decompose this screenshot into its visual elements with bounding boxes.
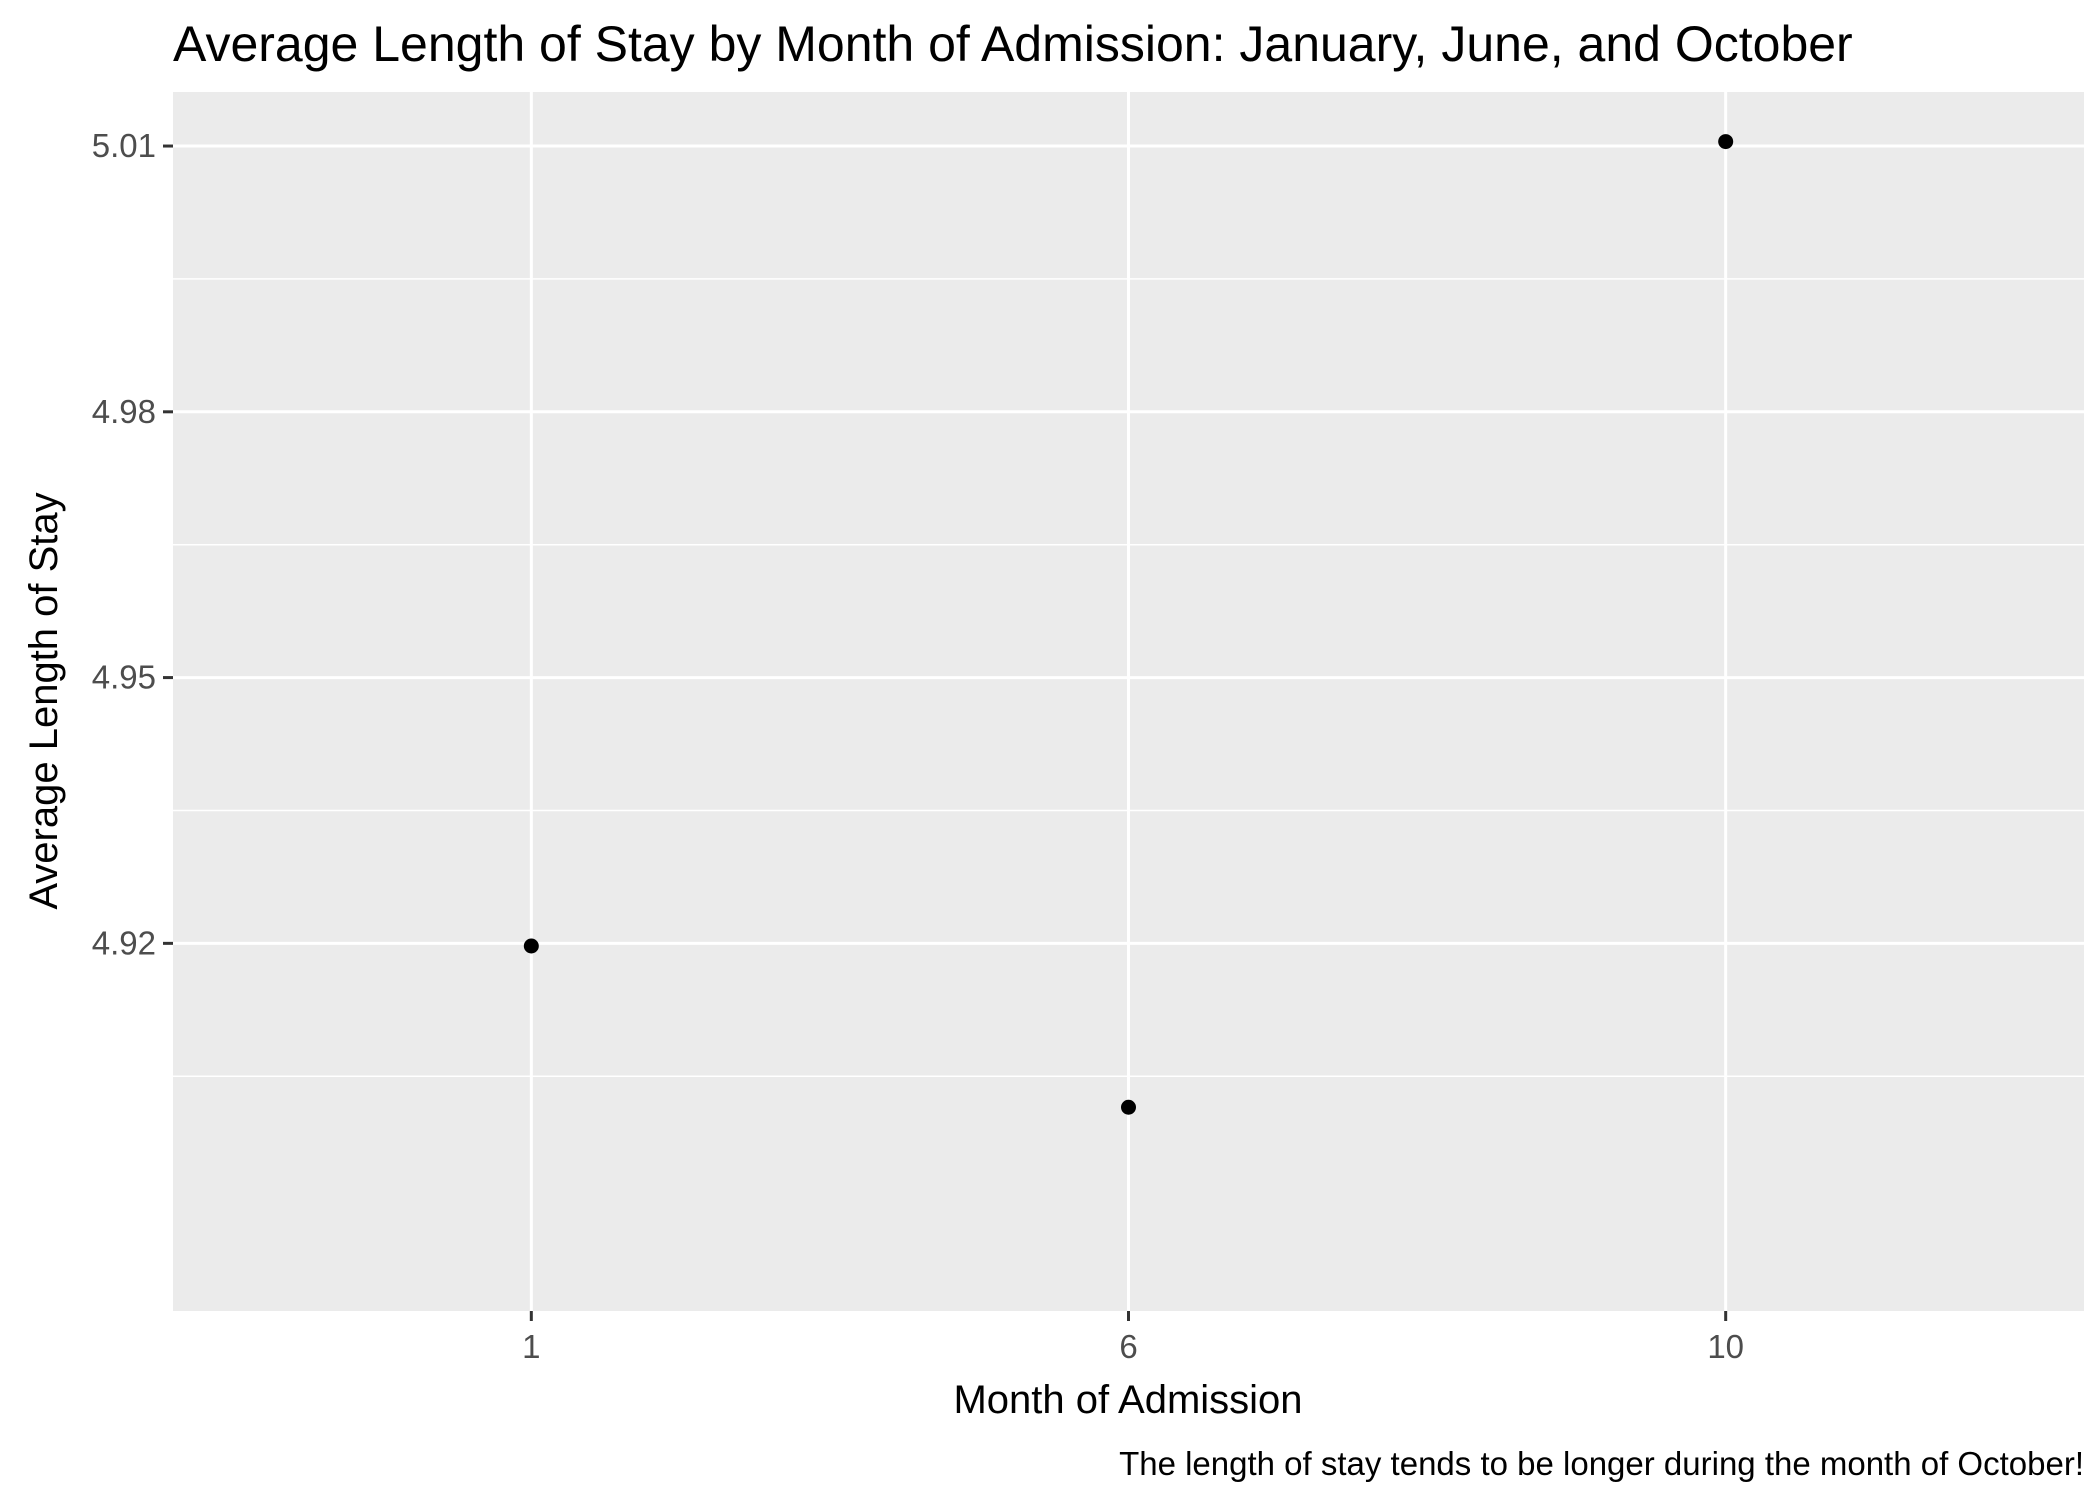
x-tick-label: 10	[1707, 1328, 1744, 1365]
y-tick-label: 4.98	[92, 393, 156, 430]
x-axis-title: Month of Admission	[953, 1378, 1302, 1422]
major-gridlines	[173, 92, 2084, 1311]
data-point	[523, 938, 539, 954]
y-tick-label: 5.01	[92, 127, 156, 164]
data-point	[1121, 1099, 1136, 1115]
y-axis-title: Average Length of Stay	[22, 492, 66, 909]
data-point	[1718, 134, 1734, 150]
y-tick-label: 4.95	[92, 659, 156, 696]
y-tick-label: 4.92	[92, 924, 156, 961]
data-points	[523, 134, 1734, 1115]
chart-title: Average Length of Stay by Month of Admis…	[173, 16, 1853, 72]
chart-caption: The length of stay tends to be longer du…	[1119, 1445, 2084, 1482]
x-axis: 1 6 10	[522, 1311, 1744, 1365]
x-tick-label: 6	[1119, 1328, 1137, 1365]
x-tick-label: 1	[522, 1328, 540, 1365]
y-axis: 4.92 4.95 4.98 5.01	[92, 127, 173, 961]
